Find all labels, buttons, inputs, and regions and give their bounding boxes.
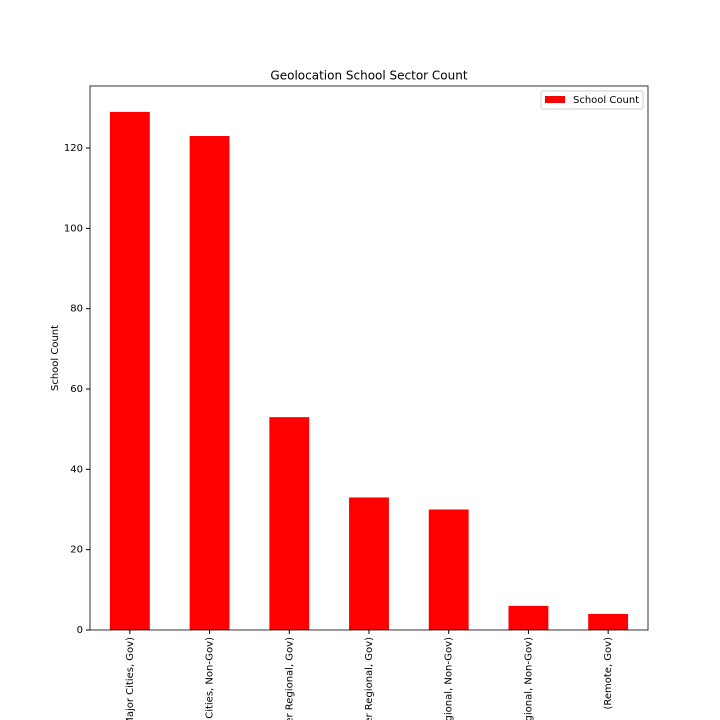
legend-label: School Count — [573, 95, 639, 106]
x-tick-label: gional, Non-Gov) — [444, 637, 455, 720]
x-tick-label: (Remote, Gov) — [603, 637, 614, 710]
bar — [189, 136, 230, 631]
legend-swatch — [545, 96, 565, 103]
y-tick-label: 20 — [70, 545, 83, 556]
y-tick-label: 100 — [64, 223, 83, 234]
x-tick-label: er Regional, Gov) — [364, 637, 375, 720]
chart-title: Geolocation School Sector Count — [270, 69, 467, 83]
y-tick-label: 80 — [70, 304, 83, 315]
bar — [428, 509, 469, 630]
y-axis-label: School Count — [50, 325, 61, 391]
bar — [508, 605, 549, 630]
x-tick-label: Cities, Non-Gov) — [205, 637, 216, 719]
y-tick-label: 0 — [77, 625, 83, 636]
legend-box — [540, 90, 644, 110]
plot-frame — [89, 85, 649, 631]
bar — [109, 111, 150, 630]
x-tick-label: gional, Non-Gov) — [523, 637, 534, 720]
x-tick-label: er Regional, Gov) — [284, 637, 295, 720]
y-tick-label: 120 — [64, 143, 83, 154]
bar — [588, 613, 629, 630]
x-tick-label: Major Cities, Gov) — [125, 637, 136, 720]
y-tick-label: 60 — [70, 384, 83, 395]
bar — [349, 497, 389, 630]
y-tick-label: 40 — [70, 464, 83, 475]
bar — [269, 417, 310, 630]
